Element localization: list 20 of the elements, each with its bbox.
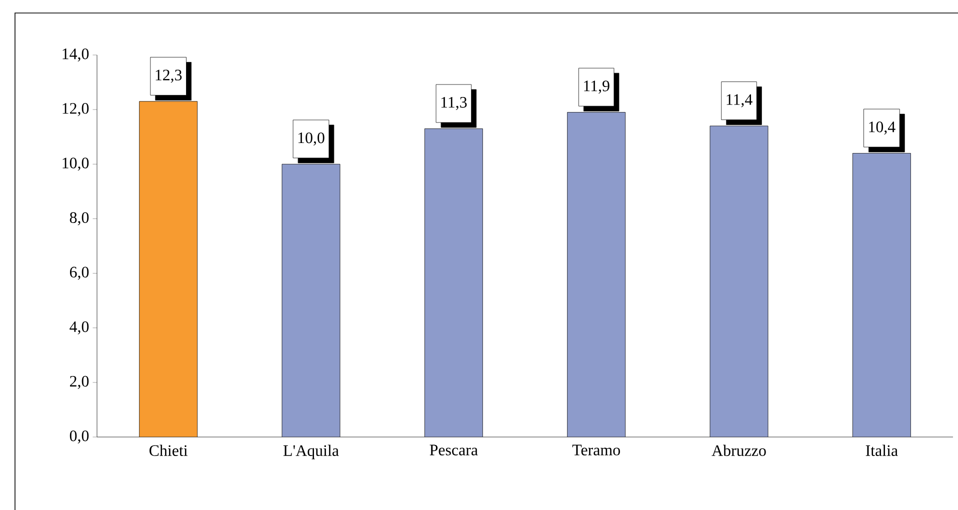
y-tick-label: 10,0 (62, 158, 89, 171)
x-tick-label: Abruzzo (712, 444, 766, 456)
x-tick-label: Chieti (150, 444, 188, 456)
data-label: 11,9 (584, 80, 610, 94)
data-label: 10,4 (869, 122, 896, 135)
data-label: 10,0 (298, 132, 324, 146)
y-tick-label: 12,0 (62, 103, 89, 116)
x-tick-label: Pescara (430, 444, 478, 456)
data-label: 11,4 (726, 94, 752, 108)
y-tick-label: 0,0 (70, 430, 89, 444)
data-label: 12,3 (156, 70, 182, 83)
x-tick-label: Teramo (572, 444, 620, 456)
y-tick-label: 14,0 (62, 48, 89, 62)
y-tick-label: 4,0 (70, 321, 89, 334)
data-label: 11,3 (441, 96, 467, 110)
x-tick-label: L'Aquila (283, 444, 339, 460)
x-tick-label: Italia (866, 444, 898, 456)
y-tick-label: 8,0 (70, 212, 89, 226)
y-tick-label: 6,0 (70, 266, 89, 280)
y-tick-label: 2,0 (70, 376, 89, 389)
